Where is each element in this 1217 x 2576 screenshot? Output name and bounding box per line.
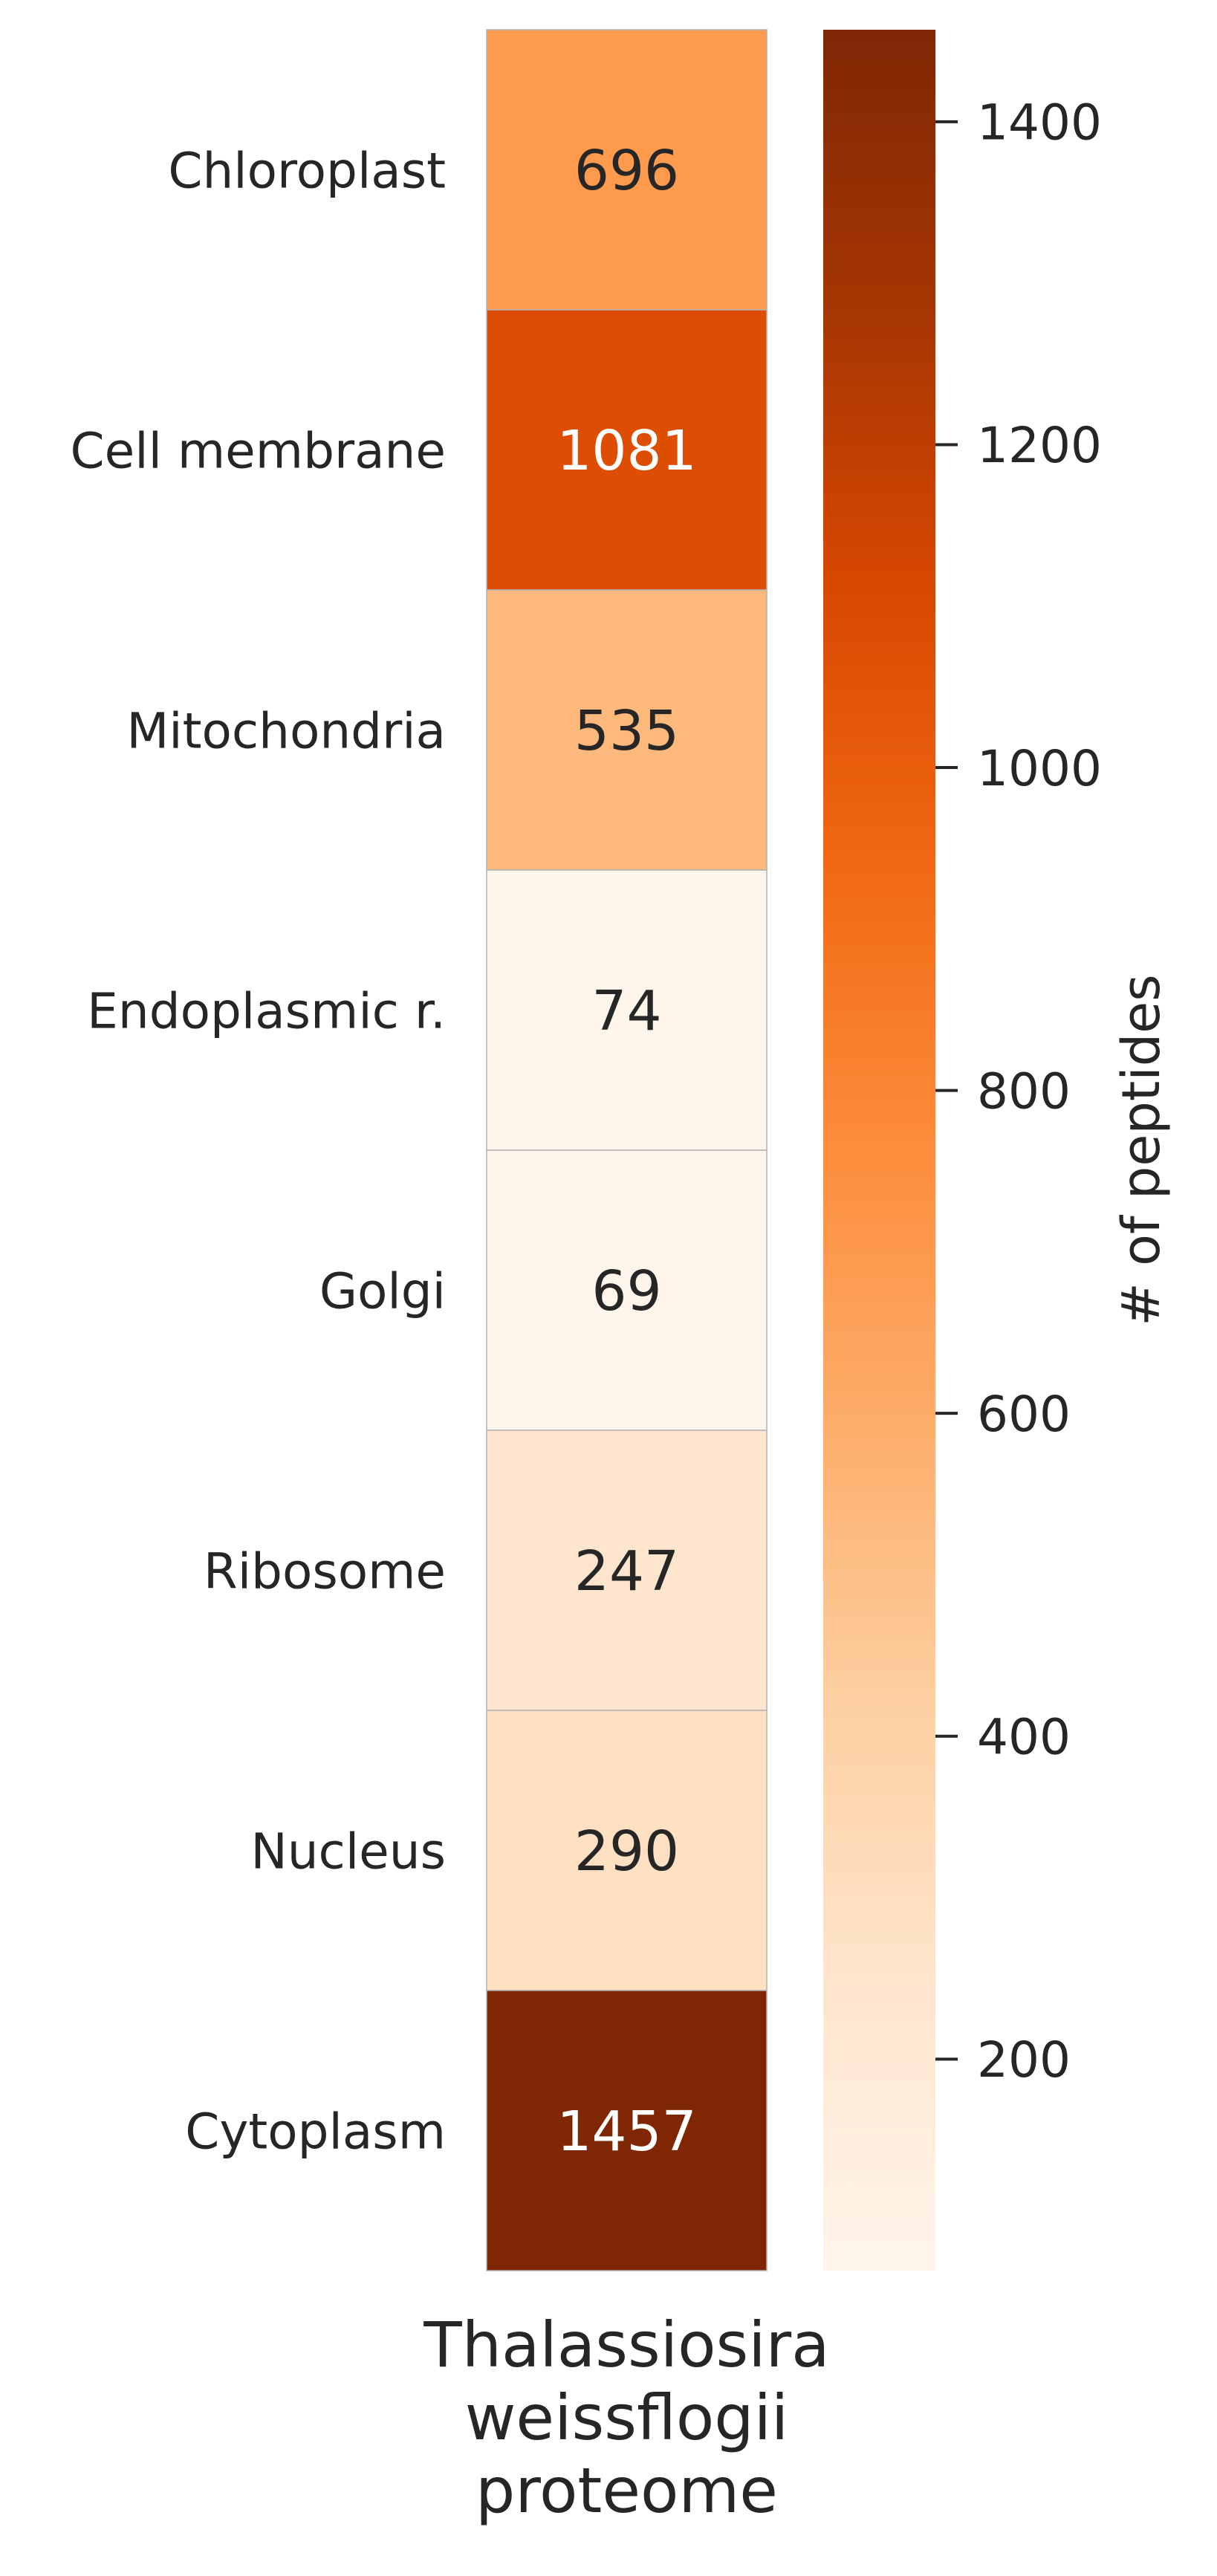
column-label-text: Thalassiosira weissflogii proteome	[423, 2309, 829, 2527]
heatmap-cell	[486, 29, 767, 311]
cell-value-label: 1457	[556, 2100, 696, 2164]
cell-value-labels: 696 1081 535 74 69 247 290 1457	[556, 139, 696, 2164]
colorbar-tick-label: 1400	[977, 94, 1102, 152]
row-label: Golgi	[319, 1262, 446, 1320]
colorbar-gradient	[823, 30, 935, 2271]
colorbar-label: # of peptides	[1111, 974, 1172, 1326]
heatmap-cell	[486, 869, 767, 1151]
row-label: Endoplasmic r.	[87, 982, 446, 1039]
cell-value-label: 1081	[556, 419, 696, 483]
row-labels: Chloroplast Cell membrane Mitochondria Endo…	[71, 142, 446, 2160]
cell-value-label: 290	[574, 1820, 679, 1884]
heatmap-cell	[486, 1149, 767, 1431]
heatmap-cells	[486, 29, 767, 2271]
colorbar: 200 400 600 800 1000 1200 1400 # of peptides	[823, 30, 1172, 2271]
colorbar-tick-label: 800	[977, 1062, 1071, 1120]
cell-value-label: 69	[591, 1259, 661, 1323]
column-label-line: weissflogii	[465, 2381, 789, 2454]
row-label: Nucleus	[250, 1823, 446, 1880]
column-label: Thalassiosira weissflogii proteome	[423, 2309, 829, 2527]
row-label: Chloroplast	[168, 142, 446, 199]
heatmap-cell	[486, 1990, 767, 2271]
row-label: Cytoplasm	[185, 2103, 446, 2160]
cell-value-label: 696	[574, 139, 679, 203]
cell-value-label: 74	[591, 979, 661, 1043]
heatmap-cell	[486, 1710, 767, 1991]
heatmap-cell	[486, 589, 767, 871]
column-label-line: Thalassiosira	[423, 2309, 829, 2381]
heatmap-cell	[486, 309, 767, 591]
colorbar-tick-label: 400	[977, 1709, 1071, 1766]
row-label: Cell membrane	[71, 422, 446, 479]
cell-value-label: 535	[574, 699, 679, 763]
colorbar-tick-label: 600	[977, 1386, 1071, 1443]
colorbar-tick-label: 1000	[977, 740, 1102, 797]
heatmap-cell	[486, 1430, 767, 1711]
cell-value-label: 247	[574, 1540, 679, 1603]
row-label: Ribosome	[204, 1542, 446, 1600]
colorbar-tick-label: 200	[977, 2031, 1071, 2089]
column-label-line: proteome	[476, 2454, 778, 2527]
colorbar-tick-label: 1200	[977, 417, 1102, 474]
row-label: Mitochondria	[126, 702, 446, 759]
